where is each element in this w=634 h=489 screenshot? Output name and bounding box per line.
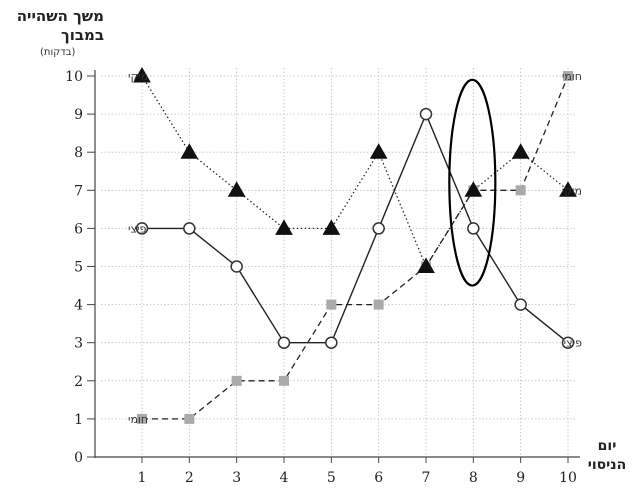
series-1-point-6 <box>372 222 385 235</box>
series-2-line <box>142 75 569 420</box>
x-axis-title-line-1: יום <box>597 438 617 454</box>
series-0-point-9 <box>511 143 530 159</box>
series-0-label-start: מיקי <box>128 70 148 83</box>
series-1-point-9 <box>514 298 527 311</box>
y-tick-label-3: 3 <box>74 336 83 352</box>
series-0-point-8 <box>464 181 483 197</box>
series-2-point-5 <box>326 299 337 310</box>
series-labels: מיקי מיקי פיצי פיצי חומי חומי <box>128 70 582 426</box>
series-2-point-2 <box>184 413 195 424</box>
series-2-label-start: חומי <box>128 413 148 426</box>
x-tick-label-3: 3 <box>232 470 241 486</box>
x-tick-label-8: 8 <box>469 470 478 486</box>
x-axis-title-line-2: הניסוי <box>587 457 627 473</box>
series-2-point-4 <box>279 375 289 386</box>
x-tick-label-9: 9 <box>516 470 525 486</box>
y-tick-label-8: 8 <box>74 145 83 161</box>
x-tick-label-10: 10 <box>559 470 577 486</box>
series-0-point-2 <box>180 143 199 159</box>
series-0-point-4 <box>275 219 293 235</box>
y-axis-title-line-2: במבוך <box>61 26 104 44</box>
series-2-point-6 <box>373 299 384 310</box>
series-0-point-7 <box>417 257 435 273</box>
y-tick-label-0: 0 <box>74 450 83 466</box>
series-1-point-2 <box>183 222 196 235</box>
series-group <box>133 66 577 424</box>
x-tick-label-7: 7 <box>422 470 431 486</box>
series-1-point-4 <box>277 336 291 349</box>
series-2-label-end: חומי <box>562 70 582 83</box>
series-2-point-9 <box>515 185 526 196</box>
series-1-point-1 <box>135 222 149 235</box>
y-tick-label-2: 2 <box>74 374 83 390</box>
x-tick-label-1: 1 <box>138 470 147 486</box>
series-1-label-start: פיצי <box>128 222 146 235</box>
series-1-line <box>142 112 569 344</box>
series-0-point-3 <box>227 181 246 197</box>
y-axis-unit: (בדקות) <box>40 47 76 58</box>
y-tick-label-6: 6 <box>74 221 83 237</box>
series-1-point-8 <box>467 222 480 235</box>
series-1-point-3 <box>230 260 243 273</box>
grid <box>101 68 576 457</box>
series-0-point-6 <box>369 143 388 159</box>
y-tick-label-9: 9 <box>74 107 83 123</box>
y-tick-label-4: 4 <box>74 298 83 314</box>
series-2-point-3 <box>231 375 242 386</box>
axes: 0 1 2 3 4 5 6 7 8 9 10 1 2 3 4 5 6 7 8 9 10 <box>65 69 580 486</box>
series-1-point-7 <box>419 107 433 121</box>
x-axis-title: יום הניסוי <box>583 437 631 475</box>
y-tick-label-7: 7 <box>74 183 83 199</box>
series-1-point-5 <box>325 336 338 349</box>
x-tick-label-4: 4 <box>280 470 289 486</box>
y-tick-label-1: 1 <box>74 412 83 428</box>
series-0-point-5 <box>322 219 341 235</box>
highlight-ellipse <box>448 78 497 287</box>
series-2-point-10 <box>563 71 573 81</box>
x-tick-label-6: 6 <box>374 470 383 486</box>
x-tick-label-2: 2 <box>185 470 194 486</box>
x-tick-label-5: 5 <box>327 470 336 486</box>
series-1-point-10 <box>561 336 575 349</box>
y-tick-label-5: 5 <box>74 260 83 276</box>
series-1-label-end: פיצי <box>564 337 582 350</box>
series-2-point-1 <box>137 413 147 424</box>
series-0-point-1 <box>133 66 151 83</box>
y-tick-label-10: 10 <box>65 69 83 85</box>
y-axis-title-line-1: משך השהייה <box>16 7 104 25</box>
series-0-point-10 <box>559 181 577 197</box>
series-0-label-end: מיקי <box>562 184 582 197</box>
series-0-line <box>141 75 569 268</box>
